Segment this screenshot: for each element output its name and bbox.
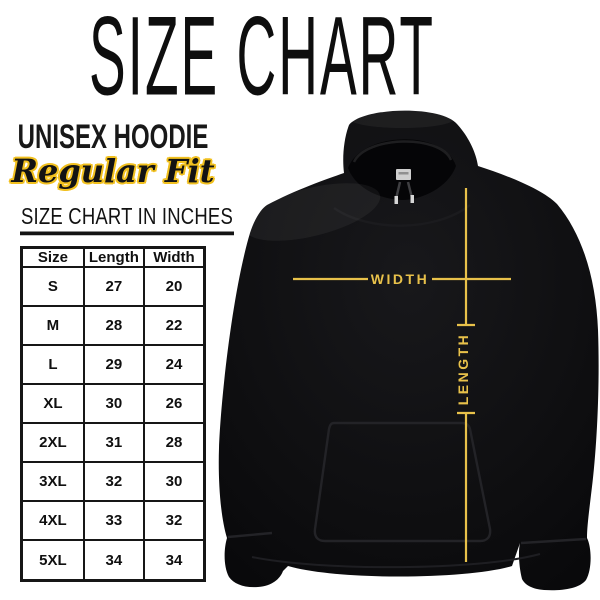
cell-size: 4XL [20,500,85,542]
hoodie-silhouette [218,110,599,591]
kangaroo-pocket [313,421,492,543]
cell-length: 30 [82,383,145,425]
cell-size: 2XL [20,422,85,464]
cell-length: 34 [82,539,145,582]
header-length: Length [82,246,145,268]
length-measure-label: LENGTH [455,333,471,406]
table-row: M 28 22 [20,305,206,347]
cell-width: 22 [142,305,206,347]
cell-width: 30 [142,461,206,503]
right-cuff-seam [520,537,587,545]
neck-tag-print [398,172,409,175]
page-title: SIZE CHART [89,0,435,119]
cell-width: 26 [142,383,206,425]
cell-length: 31 [82,422,145,464]
product-name: UNISEX HOODIE [17,117,209,156]
table-row: S 27 20 [20,265,206,308]
cell-length: 33 [82,500,145,542]
hood-rim-highlight [352,140,453,163]
table-row: L 29 24 [20,344,206,386]
drawcord-tip-right [410,195,414,203]
hood-highlight [350,110,454,128]
cell-width: 24 [142,344,206,386]
cell-size: L [20,344,85,386]
table-row: 4XL 33 32 [20,500,206,542]
cell-size: 3XL [20,461,85,503]
cell-size: XL [20,383,85,425]
drawcord-tip-left [394,196,398,204]
cell-width: 32 [142,500,206,542]
cell-length: 27 [82,265,145,308]
cell-width: 20 [142,265,206,308]
table-caption: SIZE CHART IN INCHES [20,204,234,236]
table-row: 5XL 34 34 [20,539,206,582]
cell-size: S [20,265,85,308]
cell-width: 34 [142,539,206,582]
table-caption-wrap: SIZE CHART IN INCHES [20,204,234,236]
header-width: Width [142,246,206,268]
cell-size: 5XL [20,539,85,582]
table-row: XL 30 26 [20,383,206,425]
size-table: Size Length Width S 27 20 M 28 22 L 29 2… [20,246,206,582]
left-cuff-seam [227,531,273,539]
cell-width: 28 [142,422,206,464]
table-row: 3XL 32 30 [20,461,206,503]
fit-label: Regular Fit [11,152,215,190]
header-size: Size [20,246,85,268]
table-row: 2XL 31 28 [20,422,206,464]
shoulder-highlight [243,183,381,241]
cell-length: 32 [82,461,145,503]
cell-size: M [20,305,85,347]
neck-seam [333,204,471,227]
width-measure-label: WIDTH [371,271,429,287]
cell-length: 28 [82,305,145,347]
cell-length: 29 [82,344,145,386]
size-table-header-row: Size Length Width [20,246,206,268]
hem-seam [251,553,541,569]
hoodie-image: WIDTH LENGTH [218,110,599,591]
